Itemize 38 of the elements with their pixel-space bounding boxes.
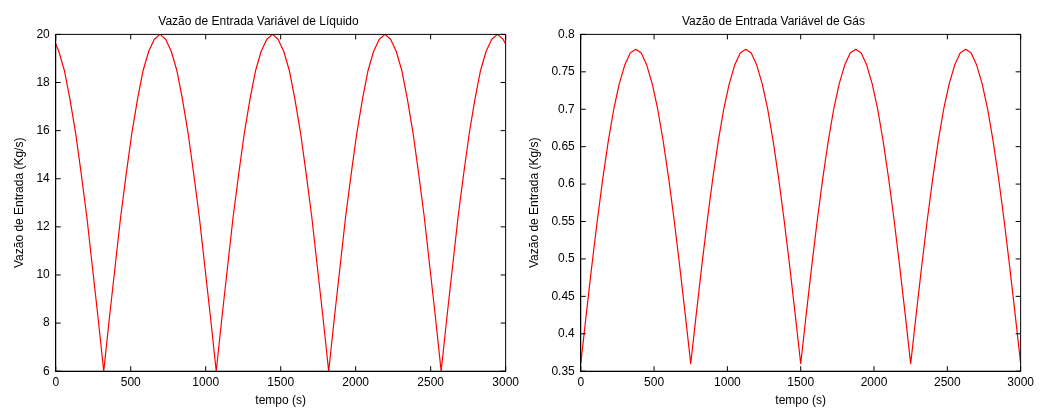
chart-title: Vazão de Entrada Variável de Líquido <box>158 13 359 28</box>
x-tick-label: 2000 <box>342 374 370 389</box>
x-tick-label: 1500 <box>787 374 815 389</box>
chart-title: Vazão de Entrada Variável de Gás <box>682 13 865 28</box>
y-tick-label: 0.75 <box>551 64 576 79</box>
y-tick-label: 12 <box>36 219 51 234</box>
x-tick-label: 1000 <box>192 374 220 389</box>
x-tick-label: 3000 <box>492 374 520 389</box>
x-tick-label: 2000 <box>860 374 888 389</box>
y-tick-label: 18 <box>36 74 51 89</box>
x-tick-label: 500 <box>644 374 665 389</box>
x-tick-label: 2500 <box>417 374 445 389</box>
x-tick-label: 1000 <box>714 374 742 389</box>
y-tick-label: 6 <box>43 363 51 378</box>
y-tick-label: 0.8 <box>558 26 576 41</box>
y-tick-label: 0.65 <box>551 138 576 153</box>
x-tick-label: 0 <box>577 374 585 389</box>
y-tick-label: 16 <box>36 122 51 137</box>
y-tick-label: 0.55 <box>551 213 576 228</box>
y-tick-label: 14 <box>36 171 51 186</box>
y-axis-title: Vazão de Entrada (Kg/s) <box>526 137 541 269</box>
y-tick-label: 10 <box>36 267 51 282</box>
y-tick-label: 20 <box>36 26 51 41</box>
y-axis-title: Vazão de Entrada (Kg/s) <box>11 137 26 269</box>
y-tick-label: 0.5 <box>558 251 576 266</box>
y-tick-label: 8 <box>43 315 51 330</box>
x-tick-label: 500 <box>120 374 142 389</box>
x-axis-title: tempo (s) <box>775 393 827 408</box>
x-tick-label: 1500 <box>267 374 295 389</box>
y-tick-label: 0.35 <box>551 363 576 378</box>
x-tick-label: 2500 <box>933 374 962 389</box>
x-tick-label: 3000 <box>1007 374 1035 389</box>
x-tick-label: 0 <box>52 374 60 389</box>
y-tick-label: 0.4 <box>558 326 576 341</box>
x-axis-title: tempo (s) <box>255 393 307 408</box>
y-tick-label: 0.7 <box>558 101 576 116</box>
y-tick-label: 0.45 <box>551 288 576 303</box>
y-tick-label: 0.6 <box>558 176 576 191</box>
